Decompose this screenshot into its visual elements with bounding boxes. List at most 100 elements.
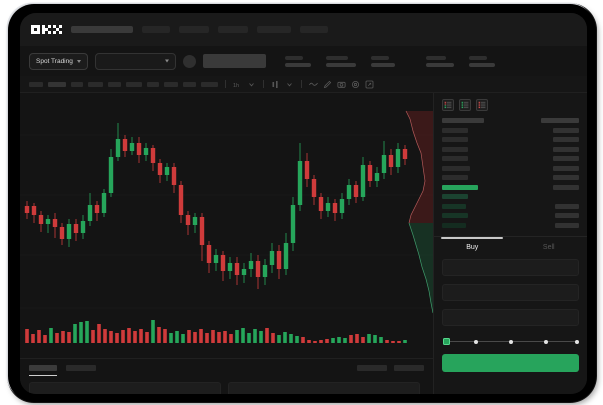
submit-buy-button[interactable] [442,354,579,372]
stat-value [370,62,395,67]
nav-item-3[interactable] [218,26,248,33]
volume-bar [331,338,335,343]
snapshot-camera-icon[interactable] [337,80,346,89]
candlestick-chart[interactable] [20,93,433,358]
slider-stop-50[interactable] [509,339,513,344]
candle-body [325,203,331,211]
nav-item-2[interactable] [179,26,209,33]
order-amount-field[interactable] [442,284,579,301]
order-amount-slider[interactable] [443,337,579,346]
slider-handle[interactable] [443,338,450,345]
order-book-price-cell [442,146,468,152]
order-book-row[interactable] [442,135,579,145]
order-book-row[interactable] [442,173,579,183]
order-book-size-cell [555,203,579,209]
volume-bar [343,338,347,343]
order-book-row[interactable] [442,154,579,164]
order-total-field[interactable] [442,309,579,326]
chevron-down-icon[interactable] [247,80,256,89]
orders-card-0[interactable] [29,382,221,394]
tab-sell[interactable]: Sell [542,244,555,251]
order-book-row[interactable] [442,221,579,231]
nav-item-4[interactable] [257,26,291,33]
candle-body [52,219,58,227]
order-book-size-cell [553,165,579,171]
toolbar-item-4[interactable] [108,81,121,87]
chevron-down-icon [76,59,81,63]
fullscreen-expand-icon[interactable] [365,80,374,89]
volume-bar [307,340,311,343]
volume-bar [319,340,323,343]
nav-item-5[interactable] [300,26,328,33]
volume-bar [175,331,179,343]
candle-body [388,155,394,167]
toolbar-item-5[interactable] [126,81,142,87]
order-book-row[interactable] [442,183,579,193]
volume-bar [223,331,227,343]
timeframe-icon[interactable]: 1h [233,80,242,89]
orders-action-0[interactable] [357,365,387,371]
candle-body [192,217,198,225]
chart-type-icon[interactable] [271,80,280,89]
order-book-size-cell [553,175,579,181]
volume-bar [169,333,173,343]
order-book-row[interactable] [442,211,579,221]
indicators-wave-icon[interactable] [309,80,318,89]
toolbar-item-0[interactable] [29,81,43,87]
volume-bar [49,328,53,343]
toolbar-item-6[interactable] [147,81,159,87]
toolbar-item-3[interactable] [88,81,103,87]
order-book-row[interactable] [442,202,579,212]
orderbook-asks-icon[interactable] [476,99,488,111]
order-book-row[interactable] [442,164,579,174]
volume-bar [271,333,275,343]
trading-pair-select[interactable] [94,52,176,70]
toolbar-item-7[interactable] [164,81,178,87]
chart-canvas[interactable] [20,93,433,358]
orders-action-1[interactable] [394,365,424,371]
candle-body [269,251,275,265]
order-book-price-cell [442,175,468,181]
chevron-down-icon[interactable] [285,80,294,89]
orderbook-bids-icon[interactable] [459,99,471,111]
order-book-row[interactable] [442,192,579,202]
tab-buy[interactable]: Buy [466,244,479,251]
volume-bar [97,324,101,343]
slider-stop-100[interactable] [575,339,579,344]
slider-stop-25[interactable] [474,339,478,344]
market-type-dropdown[interactable]: Spot Trading [29,52,88,70]
toolbar-item-2[interactable] [71,81,83,87]
order-book-view-modes [434,93,587,116]
volume-bar [217,332,221,343]
market-stat-2 [370,55,395,67]
toolbar-item-8[interactable] [183,81,196,87]
orders-tab-1[interactable] [66,365,96,371]
toolbar-item-9[interactable] [201,81,218,87]
drawing-pencil-icon[interactable] [323,80,332,89]
buy-sell-tabs: Buy Sell [434,236,587,251]
market-subheader: Spot Trading [20,46,587,76]
orders-tab-0[interactable] [29,365,57,371]
candle-body [220,255,226,271]
order-price-field[interactable] [442,259,579,276]
candle-body [115,139,121,157]
order-book-row[interactable] [442,145,579,155]
chart-settings-gear-icon[interactable] [351,80,360,89]
order-book-size-cell [553,156,579,162]
orderbook-both-icon[interactable] [442,99,454,111]
candle-body [157,163,163,175]
order-book-price-cell [442,118,484,124]
okx-logo-icon[interactable] [31,25,62,34]
nav-item-0[interactable] [71,26,133,33]
candle-body [276,251,282,269]
orders-card-1[interactable] [228,382,420,394]
nav-item-1[interactable] [142,26,170,33]
volume-bar [163,329,167,343]
toolbar-item-1[interactable] [48,81,66,87]
orders-actions [357,365,424,371]
order-book-row[interactable] [442,116,579,126]
slider-stop-75[interactable] [544,339,548,344]
svg-text:1h: 1h [233,83,239,88]
order-book-row[interactable] [442,126,579,136]
depth-bid-line [408,222,433,314]
